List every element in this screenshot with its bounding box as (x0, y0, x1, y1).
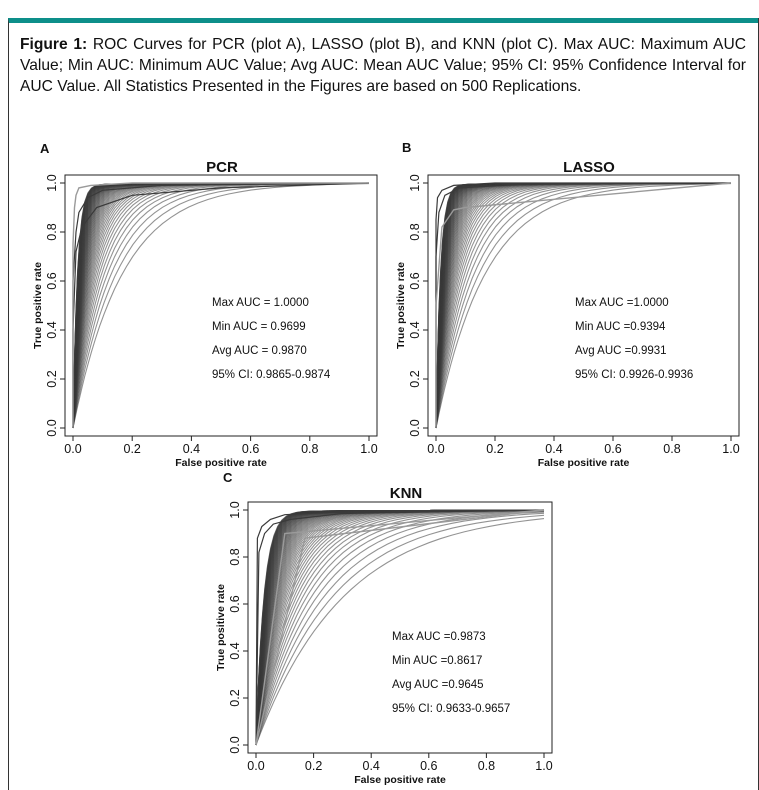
y-tick-label: 0.8 (408, 223, 422, 240)
y-tick-label: 0.4 (45, 321, 59, 338)
stat-annotation: Avg AUC =0.9645 (392, 679, 484, 691)
roc-curve (255, 509, 545, 746)
replicate-curve (255, 511, 545, 746)
y-tick-label: 0.0 (408, 419, 422, 436)
chart-title: KNN (390, 485, 423, 502)
replicate-curve (255, 509, 545, 746)
y-axis-label: True positive rate (395, 262, 407, 349)
roc-curve (435, 182, 732, 428)
x-tick-label: 0.0 (247, 759, 264, 773)
y-tick-label: 1.0 (408, 174, 422, 191)
panel-letter: A (40, 141, 50, 156)
stat-annotation: Min AUC =0.9394 (575, 321, 666, 333)
x-axis-label: False positive rate (538, 457, 630, 469)
replicate-curve (255, 518, 545, 746)
stat-annotation: 95% CI: 0.9633-0.9657 (392, 703, 510, 715)
y-tick-label: 0.8 (228, 548, 242, 565)
x-tick-label: 1.0 (360, 442, 377, 456)
plot-frame (247, 501, 553, 754)
x-axis-label: False positive rate (175, 457, 267, 469)
y-tick-label: 0.6 (408, 272, 422, 289)
y-axis-label: True positive rate (215, 584, 227, 671)
panel-letter: C (223, 470, 233, 485)
x-tick-label: 0.4 (363, 759, 380, 773)
y-tick-label: 1.0 (45, 174, 59, 191)
x-tick-label: 0.8 (478, 759, 495, 773)
x-tick-label: 0.4 (183, 442, 200, 456)
x-tick-label: 1.0 (535, 759, 552, 773)
roc-curve (435, 182, 731, 428)
x-tick-label: 0.2 (124, 442, 141, 456)
y-tick-label: 0.2 (408, 370, 422, 387)
figure-frame (8, 18, 759, 790)
replicate-curve (255, 514, 545, 746)
y-tick-label: 0.4 (408, 321, 422, 338)
x-tick-label: 0.2 (486, 442, 503, 456)
y-tick-label: 0.6 (228, 595, 242, 612)
chart-panel-c: C KNN 0.0 0.2 0.4 0.6 0.8 1.0 0.0 0.2 0.4 0.6 0.8 1.0… (215, 470, 553, 786)
y-tick-label: 1.0 (228, 501, 242, 518)
y-axis-label: True positive rate (32, 262, 44, 349)
caption-label: Figure 1: (20, 36, 88, 53)
stat-annotation: Max AUC =1.0000 (575, 297, 669, 309)
panel-letter: B (402, 140, 411, 155)
chart-title: LASSO (563, 159, 615, 176)
y-tick-label: 0.6 (45, 272, 59, 289)
replicate-curve (255, 509, 545, 746)
replicate-curve (72, 183, 370, 429)
stat-annotation: Min AUC =0.8617 (392, 655, 482, 667)
chart-panel-a: A PCR 0.0 0.2 0.4 0.6 0.8 1.0 0.0 0.2 0.4 0.6 0.8 1.0… (32, 141, 378, 469)
x-axis-label: False positive rate (354, 774, 446, 786)
replicate-curve (435, 183, 732, 429)
stat-annotation: Max AUC = 1.0000 (212, 297, 309, 309)
x-tick-label: 0.6 (242, 442, 259, 456)
figure-caption: Figure 1: ROC Curves for PCR (plot A), L… (20, 34, 746, 97)
roc-curve (72, 182, 369, 428)
replicate-curve (255, 512, 545, 746)
caption-text: ROC Curves for PCR (plot A), LASSO (plot… (20, 36, 746, 95)
plot-frame (427, 174, 740, 437)
roc-curve (255, 509, 545, 746)
x-tick-label: 1.0 (722, 442, 739, 456)
stat-annotation: Avg AUC = 0.9870 (212, 345, 307, 357)
chart-title: PCR (206, 159, 238, 176)
y-tick-label: 0.4 (228, 642, 242, 659)
stat-annotation: 95% CI: 0.9865-0.9874 (212, 369, 331, 381)
x-tick-label: 0.0 (427, 442, 444, 456)
x-tick-label: 0.0 (64, 442, 81, 456)
x-tick-label: 0.6 (604, 442, 621, 456)
stat-annotation: Max AUC =0.9873 (392, 631, 486, 643)
roc-curve (255, 509, 545, 746)
x-tick-label: 0.8 (301, 442, 318, 456)
y-tick-label: 0.8 (45, 223, 59, 240)
roc-curve (255, 509, 545, 746)
x-tick-label: 0.6 (420, 759, 437, 773)
y-tick-label: 0.0 (45, 419, 59, 436)
stat-annotation: 95% CI: 0.9926-0.9936 (575, 369, 693, 381)
x-tick-label: 0.2 (305, 759, 322, 773)
plot-frame (64, 174, 378, 437)
x-tick-label: 0.8 (663, 442, 680, 456)
x-tick-label: 0.4 (545, 442, 562, 456)
stat-annotation: Avg AUC =0.9931 (575, 345, 667, 357)
y-tick-label: 0.2 (228, 689, 242, 706)
replicate-curve (435, 182, 732, 429)
y-tick-label: 0.2 (45, 370, 59, 387)
y-tick-label: 0.0 (228, 736, 242, 753)
chart-panel-b: B LASSO 0.0 0.2 0.4 0.6 0.8 1.0 0.0 0.2 0.4 0.6 0.8 1… (395, 140, 740, 469)
stat-annotation: Min AUC = 0.9699 (212, 321, 306, 333)
